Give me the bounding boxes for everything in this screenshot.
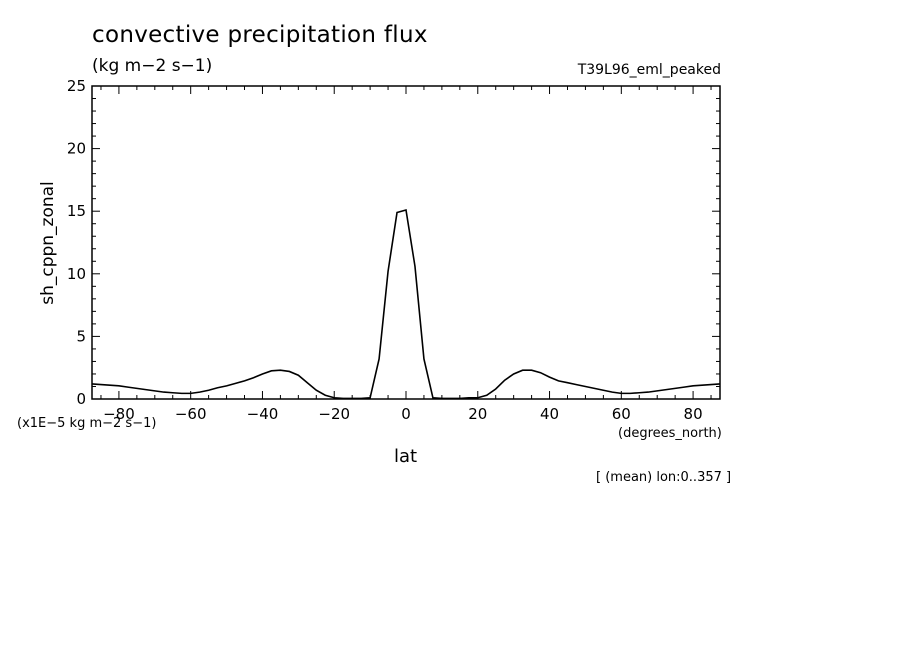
x-tick-label: 20	[468, 405, 487, 423]
x-tick-label: −40	[247, 405, 279, 423]
axis-ticks	[92, 85, 720, 400]
chart-title: convective precipitation flux	[92, 22, 428, 48]
x-tick-label: 40	[540, 405, 559, 423]
y-tick-label: 5	[76, 327, 86, 345]
y-tick-label: 15	[67, 202, 86, 220]
x-tick-label: −80	[103, 405, 135, 423]
x-tick-label: 0	[401, 405, 411, 423]
x-axis-units: (degrees_north)	[618, 426, 722, 441]
chart-units: (kg m−2 s−1)	[92, 56, 213, 76]
x-tick-label: 80	[684, 405, 703, 423]
y-tick-label: 10	[67, 265, 86, 283]
x-axis-label: lat	[394, 446, 418, 467]
x-tick-label: −60	[175, 405, 207, 423]
multiplier-note: (x1E−5 kg m−2 s−1)	[17, 416, 157, 431]
y-axis-label: sh_cppn_zonal	[38, 181, 58, 305]
plot-frame	[91, 85, 721, 400]
x-tick-label: −20	[318, 405, 350, 423]
run-name: T39L96_eml_peaked	[577, 62, 721, 78]
y-tick-label: 25	[67, 77, 86, 95]
y-tick-label: 20	[67, 140, 86, 158]
y-tick-label: 0	[76, 390, 86, 408]
x-tick-label: 60	[612, 405, 631, 423]
series-line	[91, 208, 721, 400]
mean-note: [ (mean) lon:0..357 ]	[596, 470, 732, 485]
tick-labels: −80 −60 −40 −20 0 20 40 60 80 0 5 10 15 20 25	[67, 77, 703, 423]
